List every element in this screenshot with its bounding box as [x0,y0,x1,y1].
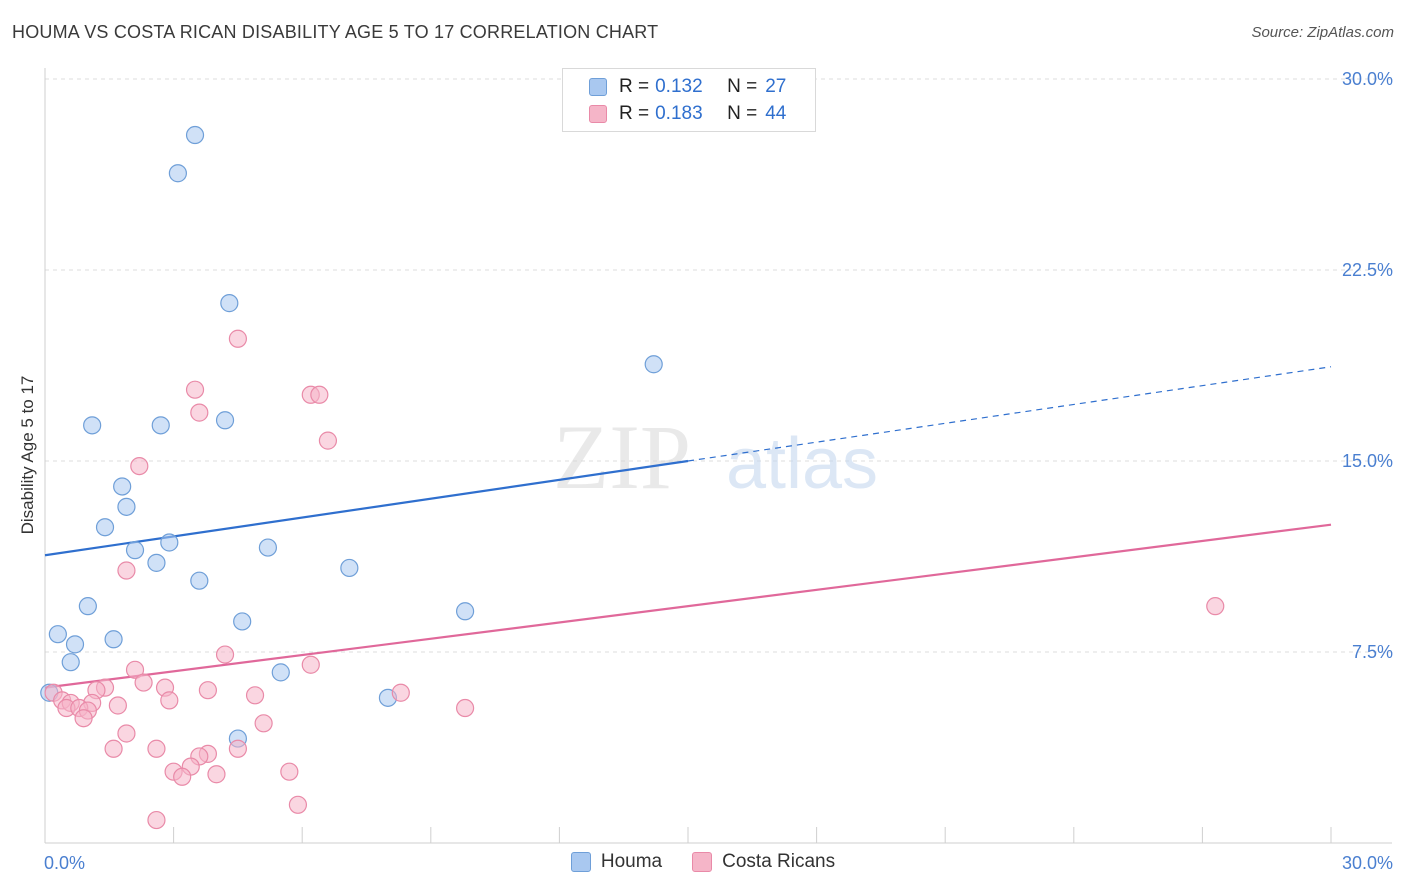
data-point [258,538,278,557]
data-point [117,497,136,516]
trend-line-houma [44,459,689,557]
data-point [644,355,663,374]
data-point [288,795,308,814]
data-point [147,553,166,572]
data-point [185,380,205,399]
data-point [301,655,320,674]
y-tick-label: 15.0% [1342,451,1393,471]
y-axis-label: Disability Age 5 to 17 [18,375,37,535]
data-point [228,329,247,348]
data-point [125,660,145,679]
legend-r-label: R = [619,76,650,97]
data-point [134,673,153,692]
data-point [151,416,170,435]
chart-title: HOUMA VS COSTA RICAN DISABILITY AGE 5 TO… [12,22,659,42]
data-point [74,709,93,728]
series-costa-ricans [44,329,1225,830]
data-point [245,686,265,705]
legend-r-value: 0.132 [655,76,703,97]
data-point [455,698,475,718]
data-point [271,663,290,682]
data-point [117,561,136,580]
data-point [190,571,209,590]
legend-swatch-costa-ricans [692,852,713,872]
legend-n-label: N = [727,76,758,97]
data-point [185,125,205,145]
watermark-zip: ZIP [553,406,691,508]
data-point [168,164,187,183]
data-point [65,635,85,654]
data-point [108,696,127,715]
data-point [233,612,252,631]
trend-line-costa-ricans [44,523,1332,689]
data-point [113,477,132,496]
trend-line-extension [687,366,1332,462]
data-point [160,533,179,552]
trend-lines [44,366,1332,689]
data-point [147,810,166,830]
data-point [190,403,209,422]
data-point [215,645,235,664]
data-point [254,714,273,733]
data-point [61,653,80,672]
legend-swatch-costa-ricans [589,105,607,123]
legend-label-houma: Houma [600,851,663,872]
data-point [1206,597,1225,616]
y-tick-label: 30.0% [1342,69,1393,89]
legend-label-costa-ricans: Costa Ricans [722,851,836,872]
data-point [117,724,136,743]
data-point [78,597,97,616]
legend-row-costa-ricans: R = 0.183 N = 44 [589,102,786,126]
data-point [228,739,247,758]
axes [44,68,1392,844]
data-point [48,625,67,644]
data-point [104,630,123,649]
data-point [280,762,299,781]
points [40,125,1225,830]
data-point [130,456,149,476]
legend-r-label: R = [619,103,650,124]
legend-row-houma: R = 0.132 N = 27 [589,75,786,99]
data-point [220,294,239,313]
data-point [215,411,235,430]
series-houma [40,125,663,748]
legend-swatch-houma [589,78,607,96]
legend-r-value: 0.183 [655,103,703,124]
data-point [318,431,338,450]
data-point [173,767,192,786]
data-point [95,518,115,537]
data-point [104,739,123,758]
legend-n-value: 44 [765,103,787,124]
data-point [125,541,145,560]
y-tick-label: 22.5% [1342,260,1393,280]
x-tick-label: 0.0% [44,853,85,873]
source-credit: Source: ZipAtlas.com [1251,24,1394,41]
series-legend: Houma Costa Ricans [0,851,1406,873]
data-point [310,385,329,404]
x-tick-label: 30.0% [1342,853,1393,873]
tick-labels: 7.5% 15.0% 22.5% 30.0% 0.0% 30.0% [44,69,1393,873]
data-point [207,765,226,784]
legend-n-value: 27 [765,76,787,97]
grid [45,78,1392,653]
data-point [455,602,475,621]
data-point [83,416,102,435]
data-point [340,558,359,578]
legend-swatch-houma [570,852,591,872]
data-point [147,739,166,758]
data-point [160,691,179,710]
legend-item-costa-ricans: Costa Ricans [692,851,835,873]
data-point [391,683,410,702]
legend-n-label: N = [727,103,758,124]
correlation-legend: R = 0.132 N = 27 R = 0.183 N = 44 [562,68,816,132]
data-point [198,681,217,700]
legend-item-houma: Houma [570,851,663,873]
y-tick-label: 7.5% [1352,642,1393,662]
